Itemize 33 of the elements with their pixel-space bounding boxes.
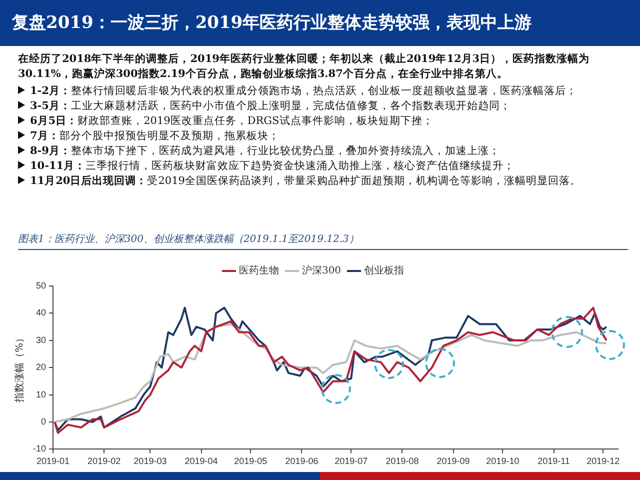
text: 6月5日：财政部查账，2019医改重点任务，DRGS试点事件影响，板块短期下挫； xyxy=(29,114,434,129)
x-tick-label: 2019-10 xyxy=(486,456,520,466)
text: 1-2月：整体行情回暖后非银为代表的权重成分领跑市场，热点活跃，创业板一度超额收益显著，医药涨幅落后； xyxy=(29,84,578,99)
x-tick-label: 2019-06 xyxy=(285,456,318,466)
y-tick-label: 10 xyxy=(36,389,46,400)
text: 3-5月：工业大麻题材活跃，医药中小市值个股上涨明显，完成估值修复，各个指数表现开始趋同； xyxy=(29,99,512,114)
y-tick-label: -10 xyxy=(32,444,46,454)
legend-label: 沪深300 xyxy=(302,264,342,277)
legend-label: 医药生物 xyxy=(238,264,279,277)
x-tick-label: 2019-11 xyxy=(538,456,570,466)
y-tick-label: 40 xyxy=(36,308,46,318)
x-tick-label: 2019-03 xyxy=(134,456,167,466)
legend-label: 创业板指 xyxy=(364,264,404,277)
y-axis-title: 指数涨幅（%） xyxy=(14,332,26,404)
chart-title: 复盘2019：一波三折，2019年医药行业整体走势较强，表现中上游 xyxy=(0,0,640,46)
text: 8-9月：整体市场下挫下，医药成为避风港，行业比较优势凸显，叠加外资持续流入，加速上涨； xyxy=(29,144,501,159)
y-tick-label: 50 xyxy=(36,280,46,290)
text: 7月：部分个股中报预告明显不及预期，拖累板块； xyxy=(29,129,280,144)
x-tick-label: 2019-09 xyxy=(436,456,470,466)
x-tick-label: 2019-05 xyxy=(234,456,268,466)
x-tick-label: 2019-02 xyxy=(88,456,121,466)
text: 11月20日后出现回调：受2019全国医保药品谈判，带量采购品种扩面超预期，机构调仓等影响，涨幅明显回落。 xyxy=(29,174,582,189)
x-tick-label: 2019-12 xyxy=(586,456,620,466)
x-tick-label: 2019-07 xyxy=(334,456,368,466)
x-tick-label: 2019-01 xyxy=(36,456,70,466)
text: 10-11月：三季报行情，医药板块财富效应下趋势资金快速涌入助推上涨，核心资产估值继续提升； xyxy=(29,159,516,174)
text: 图表1：医药行业、沪深300、创业板整体涨跌幅（2019.1.1至2019.12.3） xyxy=(18,232,628,250)
y-tick-label: 30 xyxy=(36,334,46,345)
y-tick-label: 20 xyxy=(36,362,46,372)
x-tick-label: 2019-08 xyxy=(386,456,419,466)
x-tick-label: 2019-04 xyxy=(184,456,218,466)
text: 在经历了2018年下半年的调整后，2019年医药行业整体回暖；年初以来（截止2019年12月3日），医药指数涨幅为30.11%，跑赢沪深300指数2.19个百分点，跑输创业板综指3.87个百分点，在全行业中排名第八。 xyxy=(18,52,591,82)
y-tick-label: 0 xyxy=(40,416,46,426)
